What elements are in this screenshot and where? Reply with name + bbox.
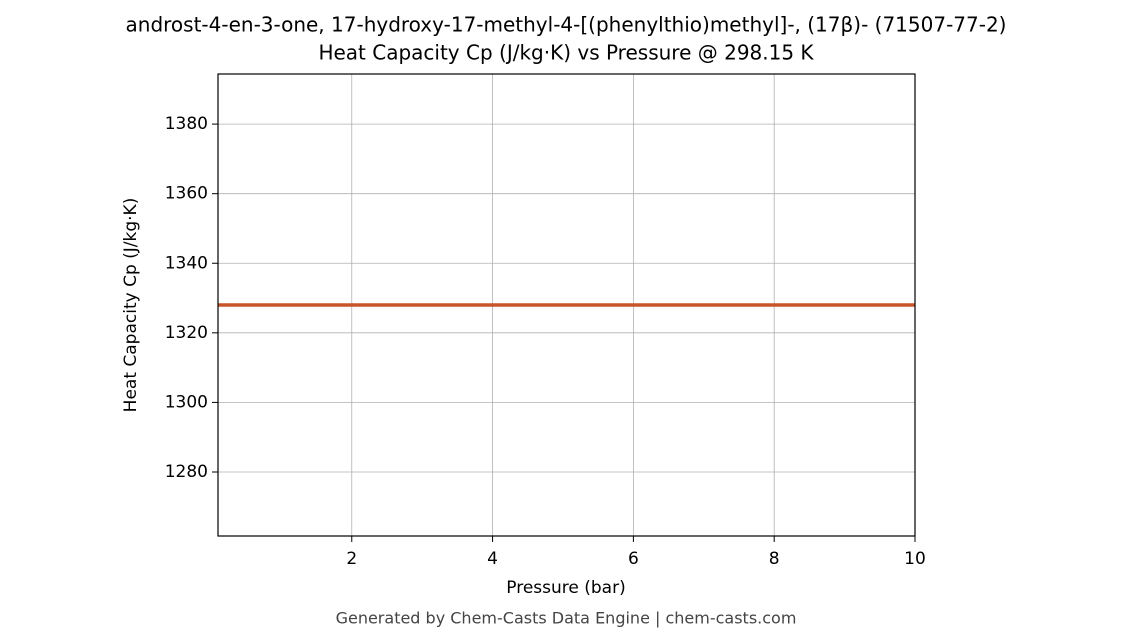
y-tick-label: 1380 bbox=[165, 114, 208, 134]
y-tick-label: 1280 bbox=[165, 462, 208, 482]
x-tick-label: 4 bbox=[487, 549, 498, 569]
x-axis-label: Pressure (bar) bbox=[506, 578, 625, 598]
footer: Generated by Chem-Casts Data Engine | ch… bbox=[336, 609, 797, 628]
y-axis-label: Heat Capacity Cp (J/kg·K) bbox=[121, 198, 141, 413]
y-tick-label: 1360 bbox=[165, 184, 208, 204]
chart-title: androst-4-en-3-one, 17-hydroxy-17-methyl… bbox=[126, 13, 1007, 37]
y-tick-label: 1320 bbox=[165, 323, 208, 343]
x-tick-label: 10 bbox=[904, 549, 926, 569]
x-tick-label: 8 bbox=[769, 549, 780, 569]
x-tick-label: 6 bbox=[628, 549, 639, 569]
y-tick-label: 1300 bbox=[165, 392, 208, 412]
y-tick-label: 1340 bbox=[165, 253, 208, 273]
x-tick-label: 2 bbox=[346, 549, 357, 569]
plot-frame bbox=[217, 73, 916, 537]
chart-subtitle: Heat Capacity Cp (J/kg·K) vs Pressure @ … bbox=[318, 41, 814, 65]
